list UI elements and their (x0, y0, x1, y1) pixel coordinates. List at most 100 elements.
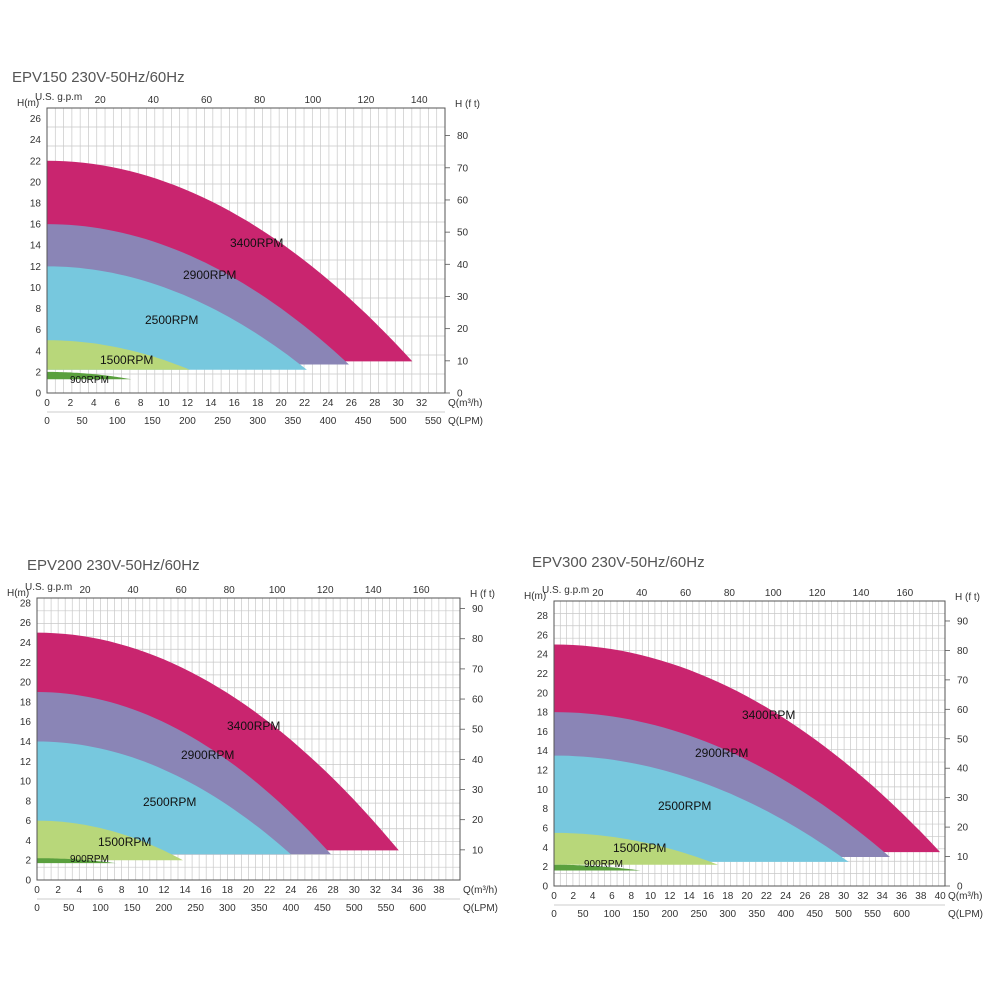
tick-label-left: 8 (542, 804, 548, 815)
tick-label-right: 30 (472, 785, 484, 796)
axis-label-bottom-m3h: Q(m³/h) (948, 891, 982, 902)
tick-label-bottom-m3h: 14 (205, 398, 217, 409)
tick-label-left: 14 (537, 746, 549, 757)
chart-3: EPV300 230V-50Hz/60Hz3400RPM2900RPM2500R… (524, 554, 983, 920)
tick-label-bottom-lpm: 300 (219, 903, 236, 914)
tick-label-right: 10 (472, 845, 484, 856)
tick-label-right: 70 (457, 163, 469, 174)
tick-label-bottom-lpm: 100 (92, 903, 109, 914)
tick-label-bottom-lpm: 200 (156, 903, 173, 914)
tick-label-right: 60 (457, 195, 469, 206)
tick-label-top: 120 (317, 585, 334, 596)
tick-label-bottom-lpm: 150 (124, 903, 141, 914)
series-label: 2900RPM (183, 268, 236, 282)
tick-label-bottom-m3h: 2 (68, 398, 74, 409)
tick-label-right: 20 (957, 823, 969, 834)
tick-label-top: 20 (592, 588, 604, 599)
tick-label-left: 2 (25, 856, 31, 867)
tick-label-right: 80 (957, 646, 969, 657)
tick-label-top: 80 (224, 585, 236, 596)
tick-label-bottom-lpm: 200 (662, 909, 679, 920)
series-label: 3400RPM (230, 236, 283, 250)
tick-label-bottom-lpm: 100 (604, 909, 621, 920)
tick-label-bottom-m3h: 26 (799, 891, 811, 902)
axis-label-bottom-m3h: Q(m³/h) (448, 398, 482, 409)
tick-label-left: 24 (30, 135, 42, 146)
tick-label-top: 20 (95, 95, 107, 106)
curve-1500rpm (554, 832, 719, 886)
tick-label-bottom-m3h: 0 (34, 885, 40, 896)
tick-label-bottom-lpm: 300 (719, 909, 736, 920)
tick-label-bottom-lpm: 550 (864, 909, 881, 920)
tick-label-bottom-m3h: 40 (935, 891, 947, 902)
tick-label-right: 60 (957, 705, 969, 716)
tick-label-top: 100 (304, 95, 321, 106)
series-label: 2500RPM (658, 799, 711, 813)
plot-frame (553, 600, 946, 887)
tick-label-bottom-m3h: 12 (182, 398, 194, 409)
tick-label-left: 8 (25, 796, 31, 807)
tick-label-bottom-m3h: 28 (369, 398, 381, 409)
tick-label-left: 10 (537, 785, 549, 796)
tick-label-bottom-lpm: 400 (320, 416, 337, 427)
tick-label-bottom-m3h: 10 (137, 885, 149, 896)
tick-label-bottom-m3h: 0 (551, 891, 557, 902)
tick-label-bottom-lpm: 350 (284, 416, 301, 427)
tick-label-bottom-lpm: 50 (63, 903, 75, 914)
tick-label-left: 26 (20, 618, 32, 629)
tick-label-right: 50 (957, 734, 969, 745)
tick-label-left: 10 (30, 283, 42, 294)
tick-label-bottom-lpm: 500 (390, 416, 407, 427)
tick-label-bottom-lpm: 0 (44, 416, 50, 427)
tick-label-bottom-lpm: 200 (179, 416, 196, 427)
plot-frame (46, 107, 446, 394)
tick-label-right: 0 (957, 882, 963, 893)
tick-label-bottom-m3h: 30 (393, 398, 405, 409)
tick-label-right: 20 (457, 324, 469, 335)
axis-label-bottom-lpm: Q(LPM) (448, 416, 483, 427)
series-label: 2500RPM (145, 313, 198, 327)
tick-label-left: 12 (537, 766, 549, 777)
tick-label-bottom-m3h: 12 (158, 885, 170, 896)
series-label: 900RPM (584, 859, 623, 870)
tick-label-bottom-m3h: 2 (571, 891, 577, 902)
tick-label-right: 10 (457, 356, 469, 367)
tick-label-right: 90 (957, 616, 969, 627)
tick-label-top: 120 (358, 95, 375, 106)
tick-label-top: 100 (765, 588, 782, 599)
tick-label-bottom-m3h: 16 (229, 398, 241, 409)
tick-label-top: 20 (79, 585, 91, 596)
tick-label-right: 90 (472, 604, 484, 615)
tick-label-left: 20 (537, 688, 549, 699)
tick-label-bottom-m3h: 4 (590, 891, 596, 902)
tick-label-bottom-m3h: 20 (276, 398, 288, 409)
tick-label-bottom-lpm: 550 (425, 416, 442, 427)
tick-label-bottom-lpm: 550 (378, 903, 395, 914)
series-label: 1500RPM (98, 835, 151, 849)
tick-label-left: 0 (25, 876, 31, 887)
tick-label-bottom-lpm: 100 (109, 416, 126, 427)
tick-label-bottom-m3h: 24 (322, 398, 334, 409)
curve-900rpm (554, 864, 641, 886)
tick-label-left: 22 (537, 669, 549, 680)
tick-label-bottom-m3h: 0 (44, 398, 50, 409)
tick-label-top: 160 (896, 588, 913, 599)
pump-curves (554, 644, 941, 886)
tick-label-bottom-lpm: 150 (144, 416, 161, 427)
tick-label-right: 50 (472, 725, 484, 736)
tick-label-top: 40 (128, 585, 140, 596)
tick-label-bottom-lpm: 500 (835, 909, 852, 920)
tick-label-bottom-m3h: 10 (158, 398, 170, 409)
tick-label-right: 40 (957, 764, 969, 775)
tick-label-left: 6 (542, 824, 548, 835)
plot-frame (36, 597, 461, 881)
tick-label-bottom-lpm: 150 (633, 909, 650, 920)
axis-label-bottom-m3h: Q(m³/h) (463, 885, 497, 896)
tick-label-bottom-m3h: 38 (433, 885, 445, 896)
tick-label-bottom-lpm: 50 (77, 416, 89, 427)
tick-label-left: 4 (35, 346, 41, 357)
tick-label-left: 16 (20, 717, 32, 728)
series-label: 3400RPM (742, 708, 795, 722)
tick-label-bottom-lpm: 600 (893, 909, 910, 920)
